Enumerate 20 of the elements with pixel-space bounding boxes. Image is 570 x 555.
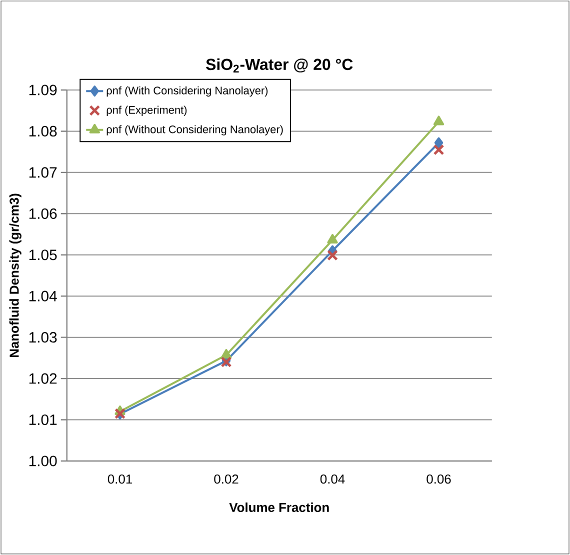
y-tick-label: 1.02 [29, 373, 57, 384]
y-tick-label: 1.00 [29, 456, 57, 466]
x-tick-label: 0.02 [214, 474, 238, 484]
x-tick-label: 0.04 [320, 474, 345, 484]
y-tick-label: 1.07 [29, 167, 57, 178]
x-tick-label: 0.06 [426, 474, 451, 484]
y-axis-title: Nanofluid Density (gr/cm3) [9, 194, 22, 358]
y-tick-label: 1.04 [29, 290, 57, 302]
x-tick-label: 0.01 [108, 474, 132, 484]
x-axis-title: Volume Fraction [229, 502, 329, 512]
chart-title: SiO$_{2}$-Water @ 20 °C [206, 58, 353, 72]
y-tick-label: 1.03 [29, 332, 57, 343]
y-tick-label: 1.01 [29, 414, 57, 426]
y-tick-label: 1.05 [29, 250, 57, 260]
legend-label: ρnf (Experiment) [106, 106, 187, 116]
legend-label: ρnf (With Considering Nanolayer) [106, 86, 268, 97]
y-tick-label: 1.08 [29, 126, 57, 136]
legend-label: ρnf (Without Considering Nanolayer) [106, 125, 283, 136]
y-tick-label: 1.06 [29, 208, 57, 219]
y-tick-label: 1.09 [29, 84, 57, 96]
